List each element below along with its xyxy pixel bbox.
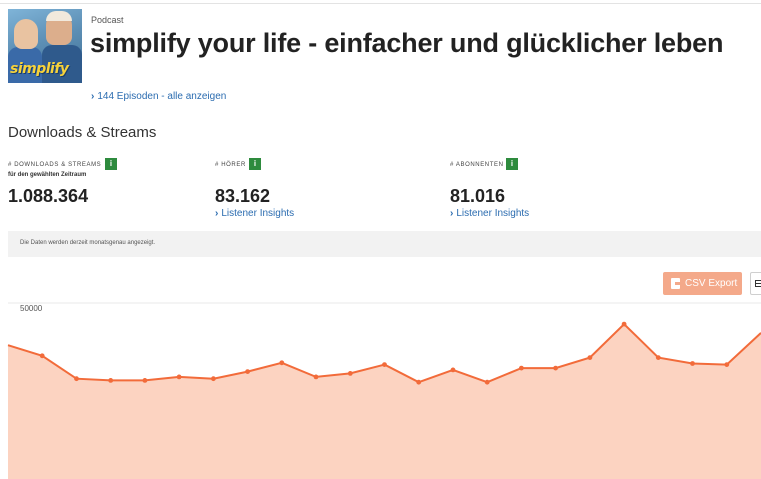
chart-data-point (211, 376, 216, 382)
section-title: Downloads & Streams (8, 124, 157, 141)
chart-data-point (245, 369, 251, 374)
chevron-right-icon: › (91, 91, 95, 102)
table-icon (755, 280, 761, 287)
metric-downloads-sublabel: für den gewählten Zeitraum (8, 172, 87, 178)
episodes-link-label: 144 Episoden - alle anzeigen (97, 91, 227, 102)
chart-data-point (724, 362, 730, 367)
metric-downloads-value: 1.088.364 (8, 186, 89, 206)
top-divider (0, 3, 761, 4)
listener-insights-link[interactable]: › Listener Insights (450, 208, 529, 219)
cover-person-right-body (42, 45, 82, 83)
chart-data-point (74, 376, 79, 382)
chart-data-point (519, 365, 524, 371)
chart-data-point (655, 355, 661, 360)
chevron-right-icon: › (215, 208, 219, 219)
chart-data-point (108, 378, 114, 383)
cover-person-left-body (8, 47, 42, 83)
file-export-icon (671, 278, 681, 289)
info-icon[interactable]: i (105, 158, 117, 170)
metric-listeners-value: 83.162 (215, 186, 271, 206)
episodes-link[interactable]: › 144 Episoden - alle anzeigen (91, 91, 226, 102)
y-axis-tick-label: 50000 (20, 304, 43, 313)
chart-points (39, 321, 730, 385)
downloads-area-chart: 50000 (7, 302, 761, 479)
cover-brand-logo: simplify (10, 61, 69, 77)
podcast-title: simplify your life - einfacher und glück… (90, 28, 724, 58)
listener-insights-link[interactable]: › Listener Insights (215, 208, 294, 219)
chevron-right-icon: › (450, 208, 454, 219)
notice-bar: Die Daten werden derzeit monatsgenau ang… (8, 231, 761, 257)
chart-data-point (39, 353, 45, 359)
chart-data-point (690, 361, 695, 366)
cover-person-right-hair (46, 11, 72, 21)
cover-person-left-face (14, 19, 38, 49)
info-icon[interactable]: i (249, 158, 261, 170)
metric-subscribers-value: 81.016 (450, 186, 506, 206)
chart-data-point (382, 362, 387, 367)
csv-export-button[interactable]: CSV Export (663, 272, 742, 295)
notice-text: Die Daten werden derzeit monatsgenau ang… (20, 240, 156, 246)
table-view-button[interactable] (750, 272, 761, 295)
chart-data-point (416, 379, 422, 385)
podcast-cover-image: simplify (8, 9, 82, 83)
csv-export-label: CSV Export (685, 278, 738, 289)
chart-data-point (142, 378, 148, 383)
metric-subscribers-label: # Abonnenten (450, 162, 504, 168)
chart-data-point (621, 321, 627, 327)
podcast-kicker: Podcast (91, 15, 124, 25)
metric-downloads-label: # Downloads & Streams (8, 162, 102, 168)
listener-insights-label: Listener Insights (221, 208, 295, 219)
chart-data-point (279, 360, 285, 366)
chart-data-point (176, 374, 182, 380)
metric-listeners-label: # Hörer (215, 162, 246, 168)
chart-area-fill (8, 324, 761, 479)
chart-data-point (484, 379, 490, 385)
chart-data-point (347, 371, 353, 376)
info-icon[interactable]: i (506, 158, 518, 170)
chart-data-point (587, 355, 593, 360)
chart-data-point (450, 367, 456, 373)
chart-data-point (313, 374, 319, 380)
chart-data-point (553, 365, 558, 371)
listener-insights-label: Listener Insights (456, 208, 530, 219)
